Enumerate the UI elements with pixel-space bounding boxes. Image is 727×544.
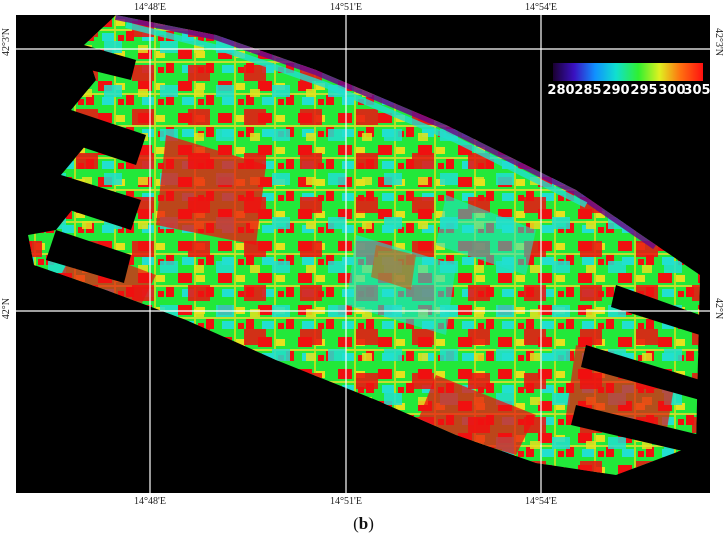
legend-label: 280	[547, 83, 575, 98]
legend-label: 300	[658, 83, 686, 98]
legend-label: 290	[602, 83, 630, 98]
temperature-legend: 280 285 290 295 300 305	[547, 63, 710, 107]
lon-tick-top: 14°48'E	[134, 2, 166, 13]
figure-caption: (b)	[353, 514, 374, 533]
lon-tick-bottom: 14°51'E	[330, 496, 362, 507]
lon-tick-top: 14°54'E	[525, 2, 557, 13]
map-frame: 280 285 290 295 300 305	[16, 15, 710, 493]
legend-label: 295	[630, 83, 658, 98]
temperature-map	[16, 15, 710, 493]
lon-tick-bottom: 14°48'E	[134, 496, 166, 507]
lat-tick-left: 42°N	[1, 298, 12, 320]
lon-tick-bottom: 14°54'E	[525, 496, 557, 507]
caption-letter: b	[358, 514, 369, 533]
legend-labels: 280 285 290 295 300 305	[547, 83, 710, 103]
legend-label: 305	[683, 83, 710, 98]
lon-tick-top: 14°51'E	[330, 2, 362, 13]
legend-color-bar	[553, 63, 703, 81]
lat-tick-right: 42°3'N	[713, 28, 724, 57]
lat-tick-right: 42°N	[713, 298, 724, 320]
legend-label: 285	[574, 83, 602, 98]
lat-tick-left: 42°3'N	[1, 28, 12, 57]
